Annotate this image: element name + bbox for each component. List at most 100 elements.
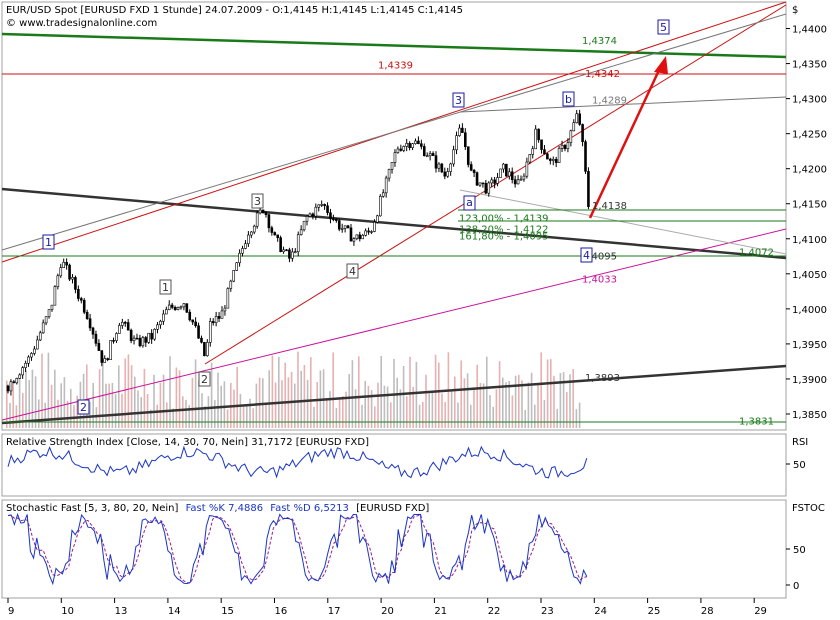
candle-body: [408, 143, 411, 148]
volume-bar: [54, 369, 56, 428]
volume-bar: [489, 395, 491, 428]
volume-bar: [354, 389, 357, 428]
volume-bar: [482, 383, 485, 428]
candle-body: [68, 264, 71, 280]
volume-bar: [86, 364, 88, 428]
candle-body: [141, 337, 145, 347]
volume-bar: [22, 392, 24, 428]
candle-body: [126, 322, 130, 331]
volume-bar: [278, 356, 280, 428]
candle-body: [226, 288, 230, 309]
candle-body: [252, 225, 256, 233]
wave-label-b-blue: b: [562, 91, 575, 107]
volume-bar: [153, 374, 155, 428]
candle-body: [355, 234, 359, 239]
candle-body: [170, 304, 174, 308]
volume-bar: [18, 374, 21, 428]
volume-bar: [290, 371, 293, 428]
candle-body: [94, 333, 98, 344]
volume-bar: [418, 404, 421, 428]
candle-body: [502, 163, 505, 170]
candle-body: [546, 153, 549, 160]
candle-body: [490, 179, 493, 184]
candle-body: [428, 153, 432, 157]
volume-bar: [450, 389, 453, 428]
candle-body: [393, 152, 397, 163]
volume-bar: [399, 389, 402, 428]
candle-body: [440, 163, 444, 173]
volume-bar: [457, 402, 459, 428]
volume-bar: [562, 372, 565, 428]
candle-body: [364, 230, 367, 236]
candle-body: [370, 231, 373, 233]
volume-bar: [537, 384, 539, 428]
volume-bar: [118, 365, 120, 428]
candle-body: [387, 168, 391, 179]
price-tick-label: 1,4400: [792, 25, 827, 36]
candle-body: [437, 163, 441, 169]
candle-body: [461, 127, 464, 133]
red-channel-lower-line: [204, 4, 787, 365]
volume-bar: [444, 402, 446, 428]
candle-body: [176, 307, 180, 310]
candle-body: [519, 178, 523, 181]
svg-text:a: a: [466, 196, 473, 209]
volume-bar: [316, 381, 318, 428]
candle-body: [323, 204, 326, 207]
time-tick-label: 22: [488, 606, 501, 617]
volume-bar: [214, 400, 216, 428]
candle-body: [534, 128, 537, 150]
volume-bar: [242, 405, 245, 428]
candle-body: [554, 158, 558, 163]
volume-bar: [284, 362, 286, 428]
candle-body: [21, 367, 24, 376]
price-tick-label: 1,3900: [792, 375, 827, 386]
candle-body: [100, 350, 104, 363]
gray-channel-line-1: [1, 13, 787, 251]
svg-text:3: 3: [254, 195, 261, 208]
price-tick-label: 1,4150: [792, 200, 827, 211]
candle-body: [77, 289, 80, 299]
candle-body: [505, 163, 508, 177]
candle-body: [522, 175, 526, 180]
candle-body: [244, 243, 247, 249]
wave-label-5-blue: 5: [657, 19, 670, 35]
volume-bar: [505, 382, 507, 428]
magenta-trend-line: [1, 228, 787, 421]
volume-bar: [454, 376, 456, 428]
volume-bar: [463, 378, 466, 428]
price-axis: 1,3850 1,3900 1,3950 1,4000 1,4050 1,4100 1,41…: [786, 25, 827, 421]
candle-body: [525, 161, 529, 177]
candle-body: [443, 171, 447, 177]
candle-body: [299, 229, 303, 235]
time-tick-label: 10: [61, 606, 74, 617]
candle-body: [335, 218, 338, 221]
volume-bar: [553, 375, 555, 428]
volume-bar: [98, 369, 101, 428]
volume-bar: [178, 370, 181, 428]
candle-body: [282, 249, 285, 252]
price-tick-label: 1,4100: [792, 235, 827, 246]
volume-bar: [351, 360, 354, 428]
dark-descending-trend-line: [1, 187, 787, 260]
candle-body: [194, 321, 197, 327]
volume-bar: [441, 393, 443, 428]
volume-bar: [44, 402, 46, 428]
candle-body: [247, 234, 250, 244]
candle-body: [159, 320, 162, 326]
volume-bar: [377, 382, 379, 428]
candle-body: [584, 141, 587, 172]
candle-body: [434, 155, 438, 169]
volume-bar: [6, 380, 8, 428]
candle-body: [153, 329, 156, 340]
volume-bar: [172, 408, 174, 428]
volume-bar: [95, 407, 98, 428]
wave-labels: 1 2 3 4 5 a b 1 2 3 4: [42, 19, 670, 415]
price-label: 1,3831: [739, 416, 774, 427]
candle-body: [296, 234, 300, 252]
volume-bar: [108, 383, 110, 428]
price-tick-label: 1,4050: [792, 270, 827, 281]
volume-bar: [130, 365, 133, 428]
candle-body: [258, 209, 262, 214]
candle-body: [223, 307, 227, 312]
